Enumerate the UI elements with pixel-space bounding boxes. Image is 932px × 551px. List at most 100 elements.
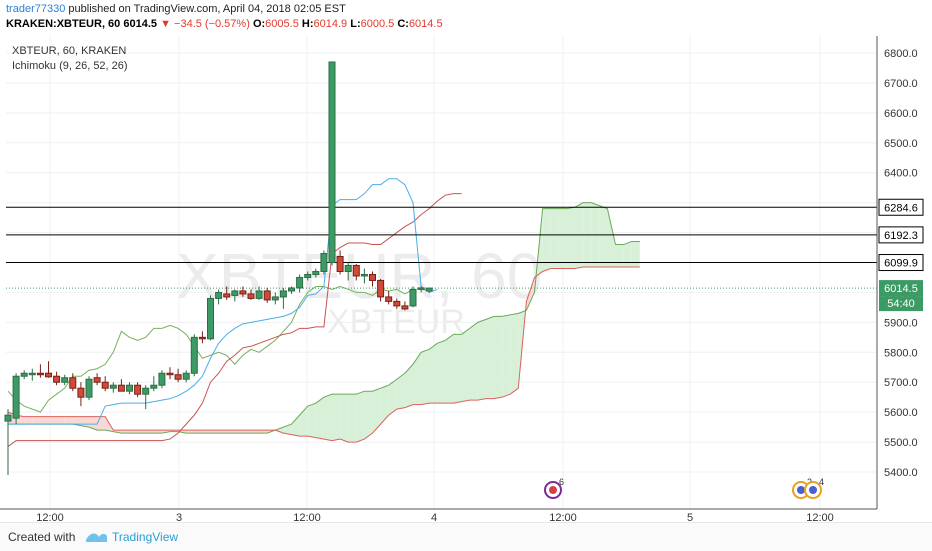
cloud-segment [315,397,324,440]
y-tick-label: 5400.0 [884,467,918,479]
y-tick-label: 6500.0 [884,138,918,150]
x-tick-label: 5 [687,512,693,522]
cloud-segment [210,430,219,434]
candle-body [239,290,247,295]
event-markers[interactable]: 624 [544,477,824,499]
candle-body [101,381,109,389]
cloud-segment [145,430,154,434]
candle-body [28,372,36,376]
cloud-segment [64,416,73,425]
cloud-segment [421,349,430,405]
cloud-segment [218,430,227,434]
cloud-segment [299,406,308,437]
cloud-segment [32,416,41,425]
candle-body [117,384,125,392]
tradingview-brand[interactable]: TradingView [112,530,179,544]
horizontal-levels[interactable] [6,206,877,289]
tradingview-logo-icon[interactable] [84,530,108,544]
cloud-segment [469,322,478,401]
cloud-segment [372,388,381,434]
level-label: 6099.9 [884,258,918,270]
cloud-segment [129,430,138,434]
footer: Created with TradingView [0,522,932,551]
publish-text: published on TradingView.com, April 04, … [68,3,346,15]
cloud-segment [332,394,341,441]
cloud-segment [194,430,203,434]
cloud-segment [404,364,413,408]
x-tick-label: 4 [431,512,437,522]
candle-body [69,377,77,389]
watermark-small: XBTEUR [327,303,465,341]
cloud-segment [526,277,535,311]
cloud-segment [89,416,98,431]
event-marker-dot [809,486,817,494]
candle-body [4,414,12,422]
candle-body [393,300,401,307]
cloud-segment [24,416,33,425]
candle-body [215,291,223,299]
cloud-segment [550,208,559,269]
cloud-segment [234,430,243,434]
cloud-segment [502,314,511,398]
cloud-segment [388,379,397,416]
level-label-box [878,198,924,216]
countdown-box [879,296,923,312]
level-label: 6192.3 [884,230,918,242]
candle-body [369,273,376,281]
cloud-segment [494,316,503,399]
cloud-segment [631,241,640,267]
cloud-segment [461,328,470,402]
cloud-segment [242,430,251,434]
candle-body [190,336,198,374]
cloud-segment [56,416,65,425]
candle-body [288,287,295,292]
cloud-segment [40,416,49,425]
x-tick-label: 12:00 [549,512,577,522]
candle-body [182,372,190,380]
cloud-segment [340,394,349,443]
cloud-segment [558,208,567,269]
cloud-segment [485,316,494,399]
candle-body [207,297,214,340]
y-tick-label: 6800.0 [884,48,918,60]
legend-title: XBTEUR, 60, KRAKEN [12,45,126,57]
x-tick-label: 12:00 [293,512,321,522]
y-tick-label: 5500.0 [884,437,918,449]
candle-body [142,387,150,395]
cloud-segment [445,334,454,404]
candle-body [279,290,287,298]
cloud-segment [323,394,332,441]
candle-body [320,253,328,272]
y-tick-label: 5700.0 [884,377,918,389]
chart-grid [6,36,877,509]
price-chart[interactable]: XBTEUR, 60 XBTEUR 5400.05500.05600.05700… [0,36,932,522]
event-marker-count: 4 [819,477,824,487]
candle-body [296,276,304,289]
candle-body [247,293,255,299]
cloud-segment [510,313,519,395]
cloud-segment [72,416,81,426]
cloud-segment [356,391,365,443]
close-value: 6014.5 [408,18,443,30]
cloud-segment [380,385,389,425]
candle-body [45,372,52,378]
candle-body [336,256,344,272]
last-price-label: 6014.5 [884,283,918,295]
candle-body [36,372,44,376]
cloud-segment [259,430,268,434]
event-marker-count: 6 [559,477,564,487]
open-label: O: [252,18,266,30]
countdown-label: 54:40 [887,298,915,310]
author-link[interactable]: trader77330 [6,3,66,15]
ichimoku-lines [7,178,640,447]
candle-body [417,287,425,290]
cloud-segment [453,334,462,404]
cloud-segment [615,244,624,267]
cloud-segment [275,427,284,434]
candle-body [255,290,263,299]
candle-body [425,287,433,292]
low-value: 6000.5 [360,18,395,30]
candle-body [223,293,231,298]
span-a-line [8,202,640,434]
close-label: C: [397,18,409,30]
